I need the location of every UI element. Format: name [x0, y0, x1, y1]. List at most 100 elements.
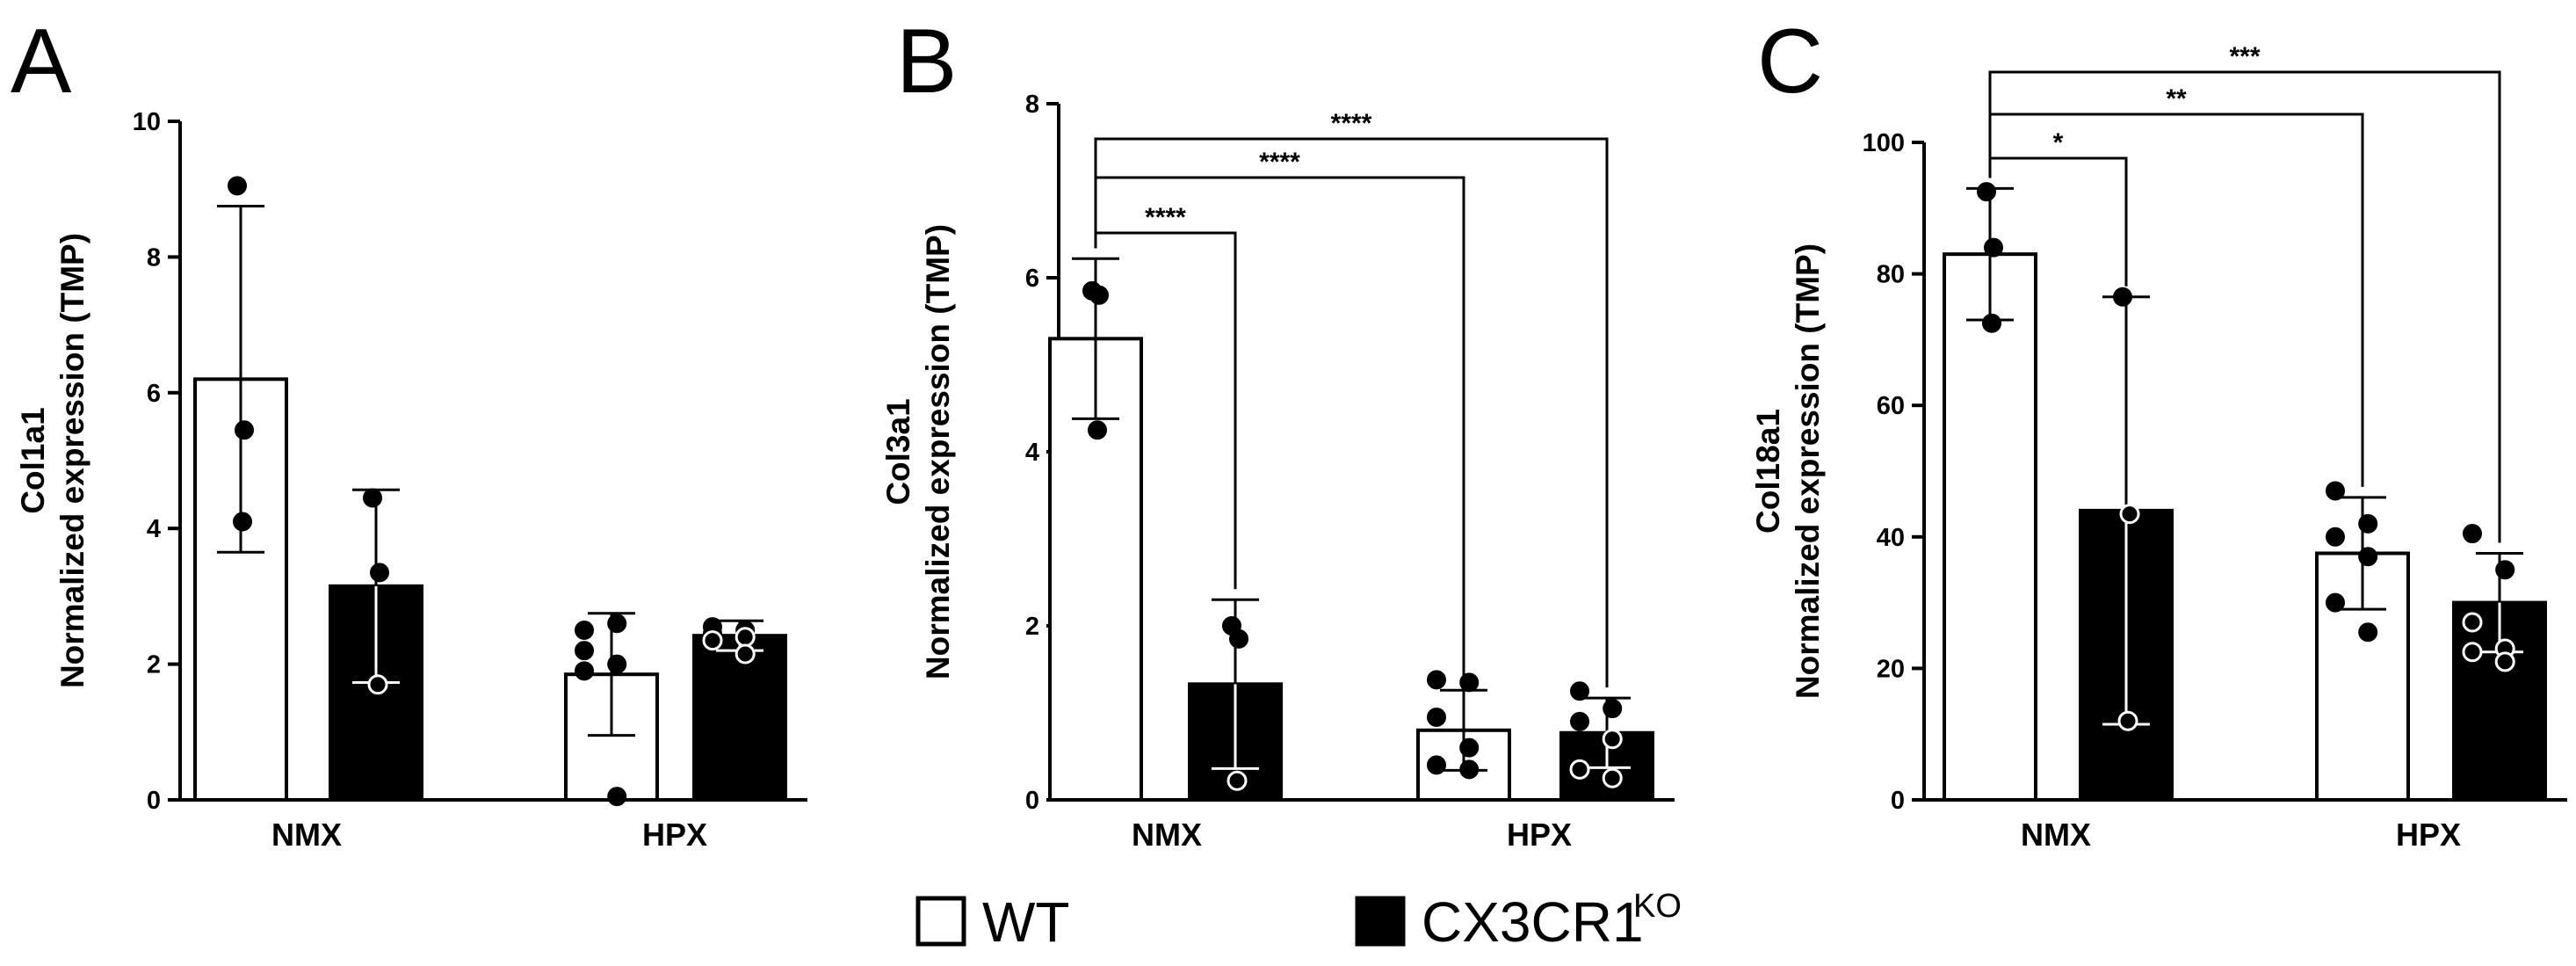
data-point [2117, 710, 2138, 731]
data-point [367, 674, 388, 695]
y-tick-label: 6 [1025, 265, 1039, 293]
data-point [2358, 622, 2378, 643]
y-tick-label: 2 [147, 651, 161, 679]
data-point [1089, 285, 1109, 305]
legend: WT CX3CR1 KO [915, 888, 1682, 954]
x-category-label: HPX [1507, 817, 1572, 853]
data-point [228, 176, 247, 196]
data-point [607, 654, 627, 674]
data-point [370, 563, 389, 583]
legend-ko-superscript: KO [1633, 888, 1682, 925]
y-tick-label: 0 [1025, 787, 1039, 815]
y-tick-label: 10 [133, 108, 161, 136]
data-point [1977, 182, 1996, 202]
data-point [575, 621, 594, 640]
data-point [1088, 420, 1107, 440]
data-point [1226, 770, 1248, 791]
data-point [1427, 670, 1446, 690]
data-point [702, 630, 723, 651]
y-axis-label-measure: Normalized expression (TMP) [920, 224, 956, 679]
data-point [233, 512, 252, 532]
data-point [1427, 707, 1446, 727]
chart-col3a1: 0 2 4 6 8 Col3a1 Normalized expression (TMP) NM… [880, 91, 1675, 853]
significance-bracket [1094, 137, 1609, 688]
y-tick-label: 6 [147, 380, 161, 408]
significance-label: **** [1259, 148, 1300, 177]
data-point [1229, 628, 1248, 649]
significance-label: **** [1331, 109, 1372, 138]
y-tick-label: 4 [147, 515, 161, 543]
data-point [1459, 737, 1480, 758]
y-axis-label-measure: Normalized expression (TMP) [54, 233, 90, 688]
data-point [1984, 237, 2003, 258]
data-point [1570, 711, 1589, 731]
significance-label: **** [1145, 203, 1186, 232]
panel-letter-a: A [11, 11, 72, 113]
data-point [1602, 767, 1623, 788]
data-point [734, 643, 756, 665]
significance-bracket [1094, 176, 1465, 680]
x-category-label: NMX [1132, 817, 1202, 853]
y-axis-label-gene: Col18a1 [1750, 409, 1786, 534]
y-tick-label: 8 [1025, 91, 1039, 119]
y-tick-label: 20 [1877, 655, 1905, 683]
data-point [2358, 513, 2378, 534]
y-axis-label-gene: Col3a1 [880, 398, 916, 505]
data-point [2358, 547, 2378, 567]
data-point [607, 614, 627, 634]
y-tick-label: 0 [147, 787, 161, 815]
y-tick-label: 80 [1877, 261, 1905, 289]
chart-col1a1: 0 2 4 6 8 10 Col1a1 Normalized expression (TMP)… [15, 108, 807, 853]
data-point [1982, 313, 2001, 333]
data-point [734, 627, 756, 648]
data-point [2462, 612, 2483, 633]
legend-wt-label: WT [982, 890, 1070, 954]
data-point [2462, 642, 2483, 663]
significance-label: *** [2229, 42, 2260, 71]
data-point [235, 420, 254, 440]
legend-ko-swatch [1355, 896, 1406, 947]
data-point [1570, 681, 1589, 701]
data-point [2494, 651, 2515, 672]
data-point [575, 641, 594, 661]
bar-hpx-ko [692, 634, 787, 803]
x-category-label: NMX [271, 817, 342, 853]
y-tick-label: 100 [1863, 129, 1905, 157]
y-tick-label: 8 [147, 243, 161, 272]
x-category-label: NMX [2021, 817, 2091, 853]
y-tick-label: 4 [1025, 439, 1039, 467]
y-tick-label: 2 [1025, 613, 1039, 641]
y-tick-label: 40 [1877, 524, 1905, 552]
significance-bracket [1988, 113, 2364, 487]
data-point [2326, 481, 2345, 501]
chart-col18a1: 0 20 40 60 80 100 Col18a1 Normalized expression… [1750, 42, 2567, 853]
data-point [1427, 755, 1446, 775]
data-point [2119, 504, 2140, 525]
data-point [2113, 287, 2132, 307]
legend-ko-label: CX3CR1 [1422, 890, 1644, 954]
data-point [1459, 759, 1480, 780]
y-axis-label-measure: Normalized expression (TMP) [1790, 243, 1826, 699]
data-point [1603, 699, 1623, 719]
data-point [1569, 759, 1590, 780]
x-category-label: HPX [642, 817, 707, 853]
panel-letter-c: C [1757, 11, 1823, 113]
data-point [2326, 592, 2345, 613]
y-tick-label: 60 [1877, 392, 1905, 420]
significance-label: * [2053, 128, 2064, 157]
panel-letter-b: B [896, 11, 957, 113]
data-point [2495, 560, 2515, 580]
data-point [1602, 729, 1623, 750]
data-point [2326, 527, 2345, 547]
y-tick-label: 0 [1891, 787, 1905, 815]
data-point [2463, 524, 2482, 544]
significance-label: ** [2166, 84, 2187, 113]
bar-nmx-wt [1943, 252, 2037, 803]
significance-bracket [1988, 70, 2501, 543]
legend-wt-swatch [915, 896, 966, 947]
data-point [575, 661, 594, 681]
y-axis-label-gene: Col1a1 [15, 407, 51, 513]
data-point [607, 787, 627, 807]
data-point [363, 488, 382, 508]
